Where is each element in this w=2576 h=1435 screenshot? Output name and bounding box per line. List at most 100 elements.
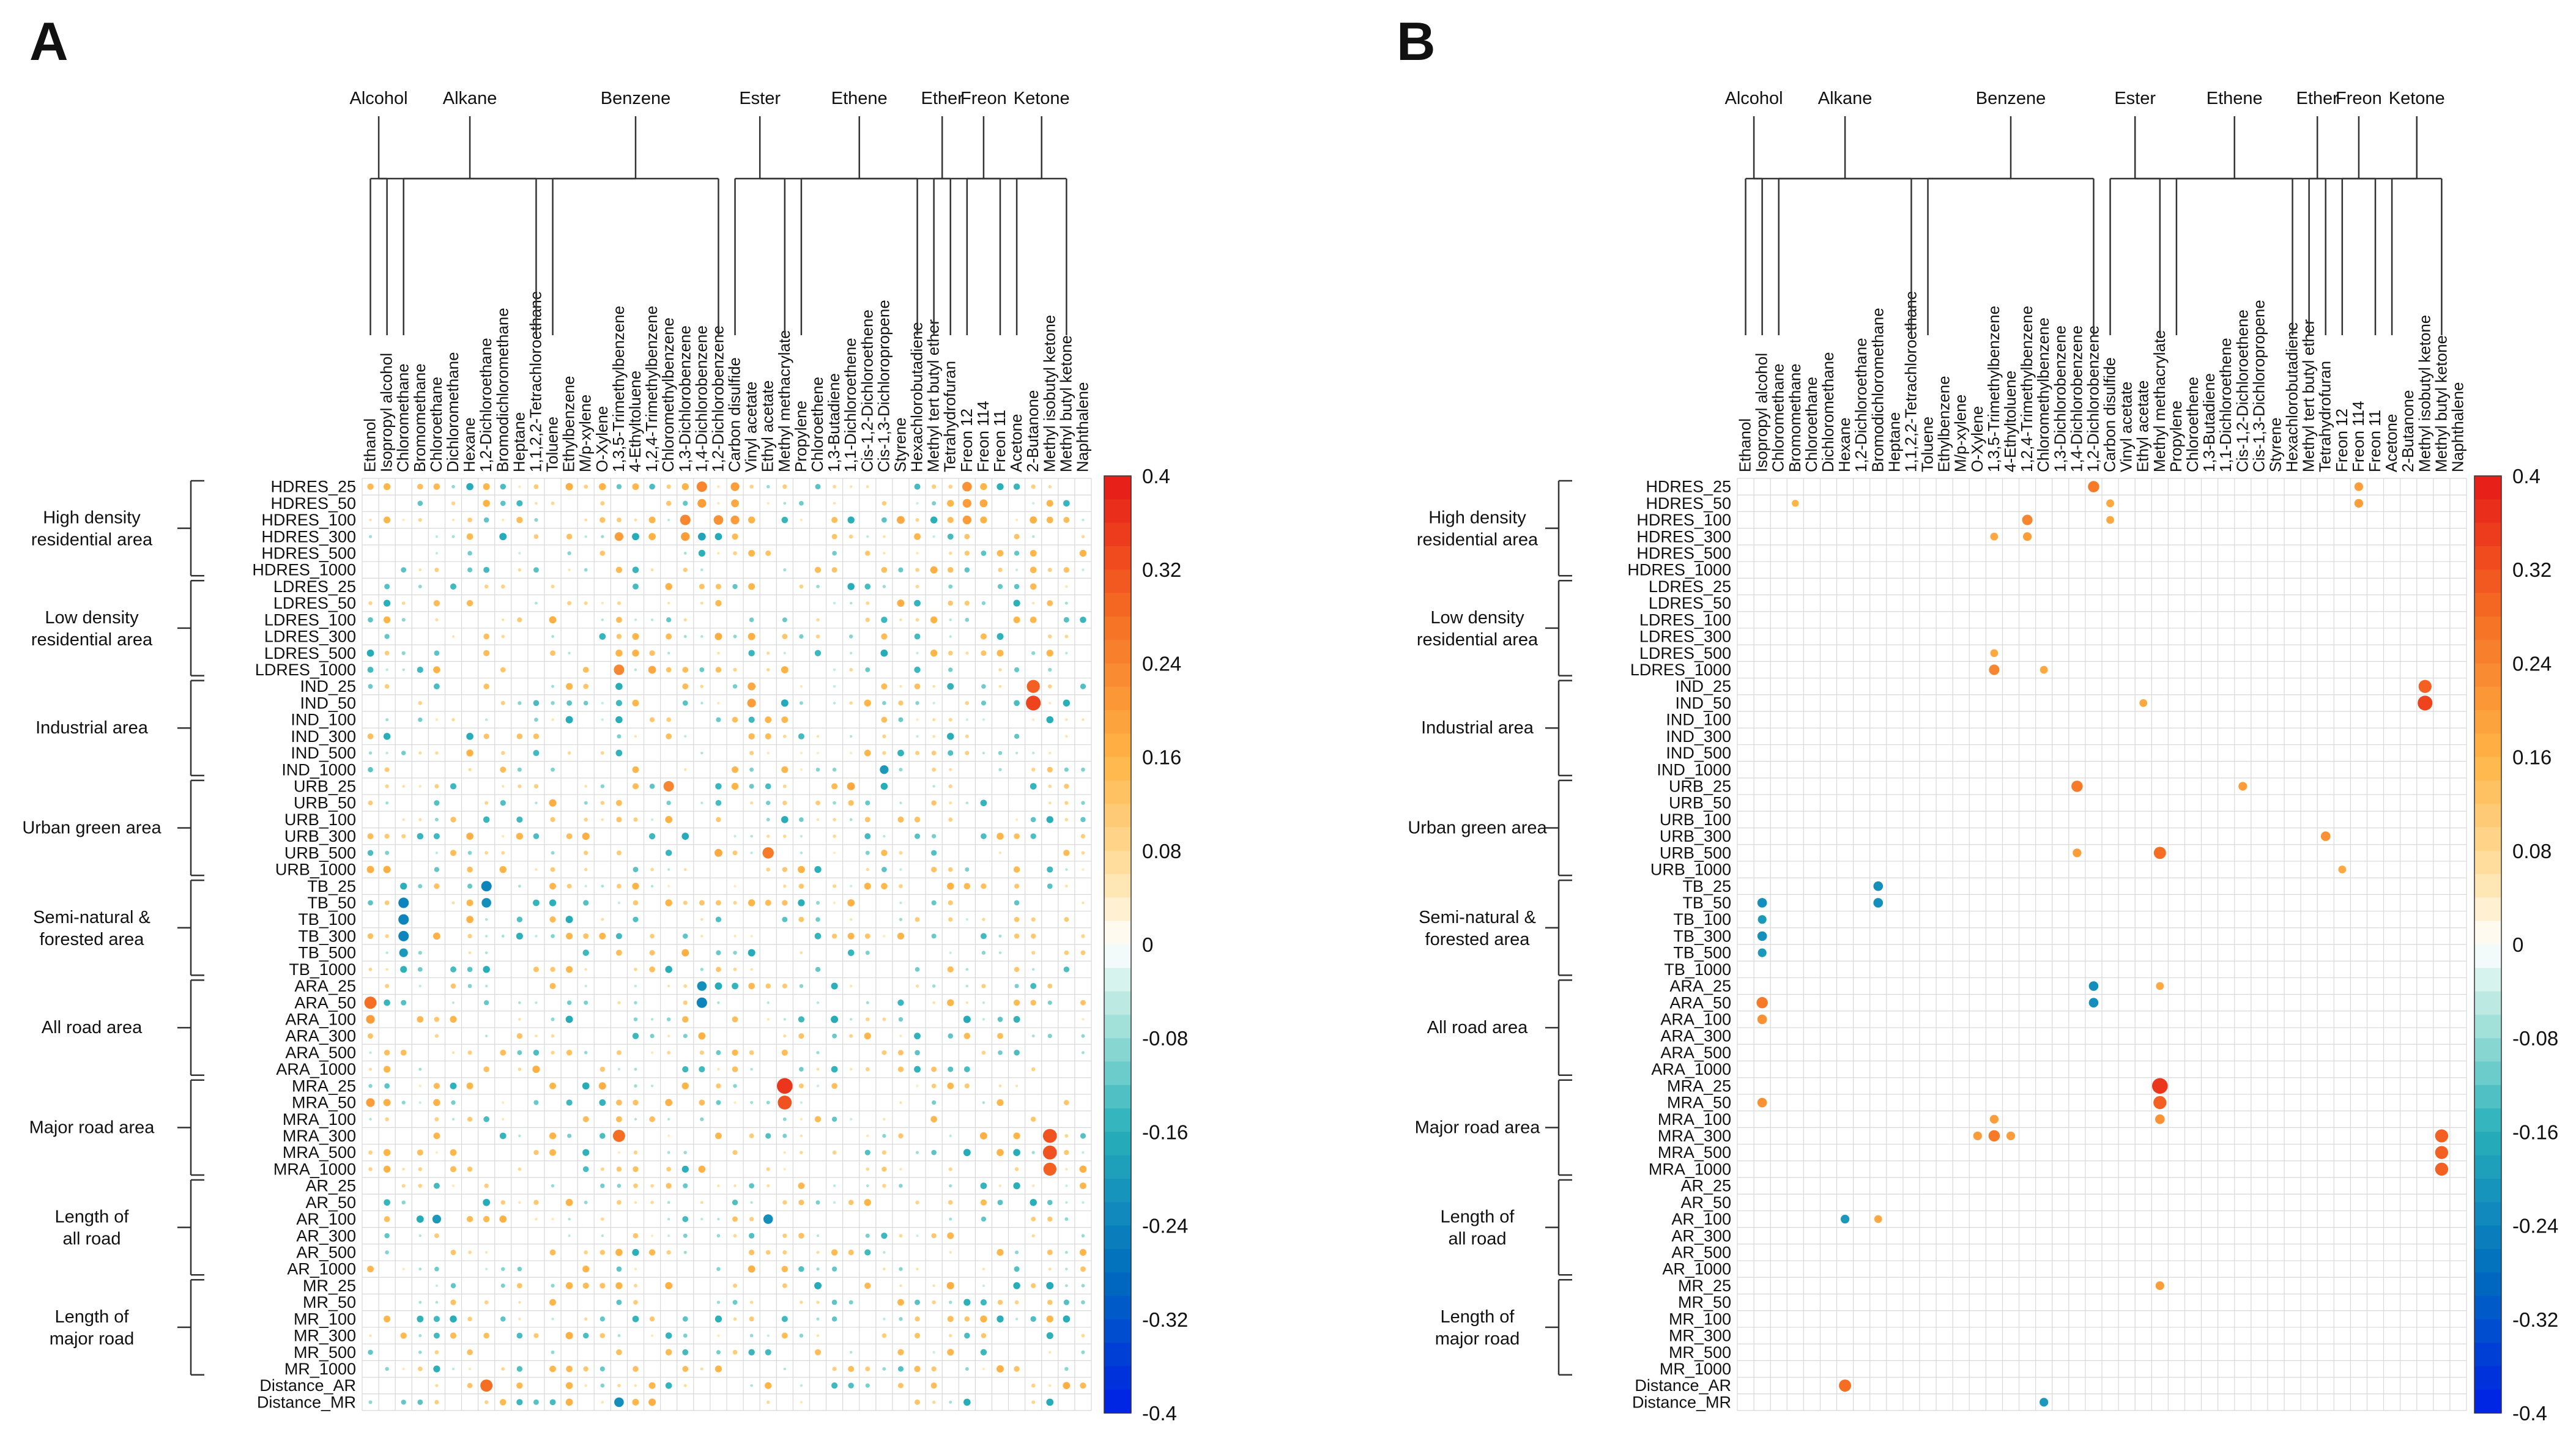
- correlation-dot: [732, 1150, 738, 1155]
- correlation-dot: [650, 1201, 654, 1204]
- correlation-dot: [450, 1015, 457, 1023]
- correlation-dot: [383, 1099, 391, 1107]
- correlation-dot: [599, 551, 606, 556]
- correlation-dot: [1046, 500, 1053, 507]
- column-group-label: Alkane: [443, 89, 497, 108]
- correlation-dot: [765, 716, 772, 724]
- correlation-dot: [551, 1350, 555, 1354]
- correlation-dot: [998, 1050, 1003, 1055]
- correlation-dot: [551, 501, 555, 505]
- colorbar-segment: [1104, 1225, 1131, 1250]
- correlation-dot: [434, 650, 440, 656]
- colorbar-tick-label: 0.16: [1142, 746, 1181, 769]
- correlation-dot: [847, 899, 855, 907]
- correlation-dot: [932, 1001, 935, 1004]
- column-label: Hexachlorobutadiene: [908, 322, 926, 472]
- correlation-dot: [483, 1066, 489, 1072]
- correlation-dot: [831, 1299, 837, 1305]
- colorbar: 0.40.320.240.160.080-0.08-0.16-0.24-0.32…: [2474, 465, 2558, 1425]
- row-label: ARA_100: [285, 1010, 356, 1028]
- correlation-dot: [517, 1266, 522, 1272]
- correlation-dot: [632, 650, 639, 657]
- correlation-dot: [946, 733, 954, 740]
- correlation-dot: [517, 617, 522, 623]
- correlation-dot: [716, 717, 721, 722]
- correlation-dot: [932, 1400, 936, 1404]
- correlation-dot: [717, 485, 720, 488]
- correlation-dot: [518, 1067, 522, 1071]
- colorbar-segment: [2474, 757, 2501, 781]
- correlation-dot: [1048, 634, 1052, 639]
- row-group-label: High density residential area: [1417, 508, 1539, 550]
- row-label: IND_25: [1675, 677, 1731, 695]
- correlation-dot: [849, 668, 853, 672]
- correlation-dot: [648, 1398, 656, 1406]
- correlation-dot: [849, 918, 853, 921]
- column-label: Bromodichloromethane: [493, 308, 511, 472]
- correlation-dot: [467, 850, 472, 855]
- correlation-dot: [1013, 999, 1020, 1006]
- correlation-dot: [617, 1200, 622, 1205]
- correlation-dot: [1064, 801, 1069, 805]
- correlation-dot: [2354, 499, 2364, 508]
- row-label: AR_500: [296, 1243, 356, 1261]
- correlation-dot: [648, 1382, 656, 1389]
- correlation-dot: [433, 833, 440, 840]
- correlation-dot: [1063, 966, 1070, 973]
- correlation-dot: [450, 1315, 457, 1323]
- correlation-dot: [649, 950, 655, 956]
- correlation-dot: [1031, 1283, 1036, 1289]
- correlation-dot: [930, 516, 938, 524]
- correlation-dot: [467, 517, 472, 522]
- correlation-dot: [1082, 518, 1085, 522]
- correlation-dot: [715, 848, 722, 857]
- correlation-dot: [947, 1349, 954, 1356]
- row-label: HDRES_1000: [252, 561, 356, 579]
- correlation-dot: [998, 684, 1002, 688]
- correlation-dot: [435, 618, 439, 621]
- row-label: MR_100: [294, 1310, 356, 1328]
- colorbar-frame: [2474, 475, 2502, 1414]
- correlation-dot: [650, 1234, 654, 1237]
- correlation-dot: [567, 551, 571, 555]
- correlation-dot: [696, 481, 707, 492]
- row-label: MR_25: [1678, 1277, 1731, 1295]
- correlation-dot: [384, 1050, 390, 1056]
- correlation-dot: [683, 1384, 687, 1387]
- correlation-dot: [782, 1250, 787, 1255]
- correlation-dot: [633, 583, 639, 590]
- correlation-dot: [533, 899, 540, 907]
- correlation-dot: [963, 1033, 971, 1039]
- colorbar-segment: [1104, 710, 1131, 735]
- correlation-dot: [898, 700, 904, 706]
- row-group-label: Urban green area: [1408, 818, 1547, 838]
- row-label: ARA_1000: [276, 1060, 356, 1078]
- correlation-dot: [749, 1050, 754, 1055]
- correlation-dot: [962, 499, 971, 508]
- correlation-dot: [583, 700, 588, 706]
- correlation-dot: [582, 667, 589, 673]
- correlation-dot: [1014, 1266, 1020, 1272]
- correlation-dot: [384, 834, 390, 839]
- correlation-dot: [617, 901, 621, 905]
- correlation-dot: [1047, 684, 1052, 689]
- correlation-dot: [864, 1249, 871, 1256]
- colorbar-tick-label: -0.16: [1142, 1121, 1188, 1143]
- correlation-dot: [665, 1349, 672, 1356]
- column-label: Acetone: [2382, 414, 2400, 472]
- correlation-dot: [849, 701, 853, 705]
- correlation-dot: [1030, 566, 1037, 573]
- correlation-dot: [584, 1200, 588, 1204]
- correlation-dot: [765, 983, 771, 989]
- correlation-dot: [831, 982, 838, 990]
- correlation-dot: [533, 1050, 540, 1056]
- column-label: Carbon disulfide: [726, 357, 744, 472]
- row-label: MRA_1000: [1649, 1160, 1731, 1178]
- correlation-dot: [615, 700, 622, 706]
- correlation-dot: [749, 1333, 754, 1338]
- correlation-dot: [750, 1067, 753, 1071]
- correlation-dot: [433, 1365, 440, 1373]
- correlation-dot: [980, 483, 987, 491]
- column-label: Tetrahydrofuran: [2316, 361, 2334, 472]
- row-group-label: Length of major road: [1435, 1307, 1520, 1349]
